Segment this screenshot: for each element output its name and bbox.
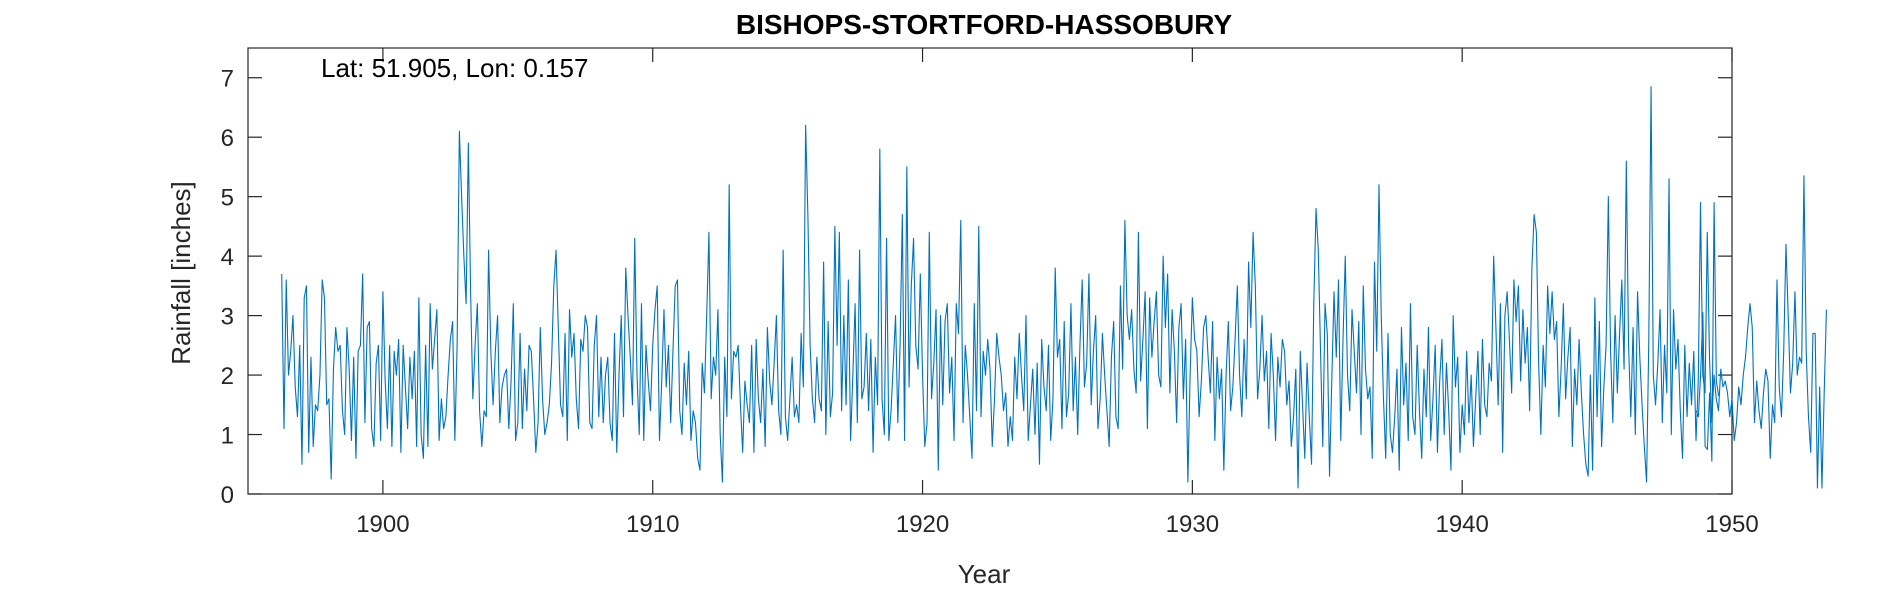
plot-frame [247,47,1733,495]
y-tick-label: 0 [221,482,234,509]
y-tick-label: 4 [221,244,234,271]
x-tick-label: 1900 [356,511,409,538]
x-tick-label: 1930 [1166,511,1219,538]
y-tick-label: 5 [221,185,234,212]
x-tick-label: 1910 [626,511,679,538]
y-tick-label: 6 [221,125,234,152]
rainfall-series-line-2 [1695,202,1720,462]
axes-box [247,47,1733,495]
rainfall-series-line-1 [281,86,1827,489]
location-annotation: Lat: 51.905, Lon: 0.157 [321,53,588,83]
x-tick-label: 1920 [896,511,949,538]
y-tick-label: 1 [221,423,234,450]
x-axis-ticks: 1900 1910 1920 1930 1940 1950 [356,48,1759,538]
y-tick-label: 7 [221,66,234,93]
y-tick-label: 2 [221,363,234,390]
y-axis-label: Rainfall [inches] [166,181,196,365]
series-lines [281,86,1827,489]
x-tick-label: 1940 [1435,511,1488,538]
y-axis-ticks: 0 1 2 3 4 5 6 7 [221,66,1732,509]
x-tick-label: 1950 [1705,511,1758,538]
x-axis-label: Year [958,559,1011,589]
chart-title: BISHOPS-STORTFORD-HASSOBURY [736,9,1233,40]
y-tick-label: 3 [221,304,234,331]
